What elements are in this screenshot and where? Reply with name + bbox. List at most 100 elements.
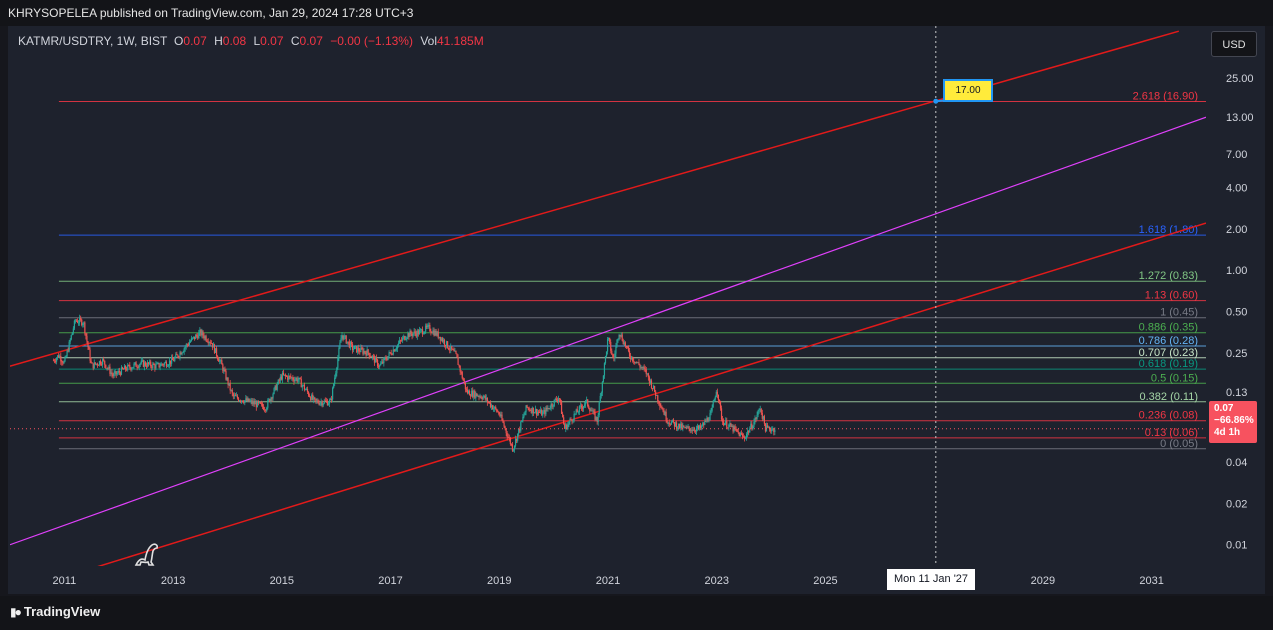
candle-body — [300, 378, 302, 388]
candle-body — [553, 399, 555, 407]
candle-body — [499, 414, 501, 417]
chart-overlays — [10, 26, 1206, 566]
candle-body — [110, 372, 112, 374]
candle-body — [65, 356, 67, 358]
candle-body — [603, 363, 606, 376]
candle-body — [758, 409, 760, 411]
currency-button[interactable]: USD — [1211, 31, 1257, 57]
candle-body — [332, 387, 334, 400]
upper-channel-line — [10, 30, 1180, 367]
candle-body — [595, 417, 597, 420]
candle-body — [771, 429, 773, 432]
candle-body — [472, 390, 474, 398]
candle-body — [751, 423, 753, 429]
candle-body — [651, 388, 654, 389]
candle-body — [444, 344, 447, 347]
candle-body — [503, 422, 505, 427]
chart-pane[interactable] — [8, 26, 1265, 594]
candle-body — [618, 334, 620, 339]
candle-body — [152, 363, 154, 368]
candle-body — [766, 425, 769, 428]
candle-body — [760, 409, 762, 414]
candle-body — [695, 428, 698, 432]
candle-body — [626, 346, 629, 348]
candle-body — [283, 374, 286, 376]
candle-body — [478, 396, 480, 398]
candle-body — [434, 330, 436, 336]
candle-body — [225, 371, 227, 380]
candle-body — [67, 350, 69, 352]
tradingview-logo[interactable]: ▮● TradingView — [10, 604, 100, 619]
candle-body — [235, 395, 238, 397]
candle-body — [505, 428, 507, 434]
candle-body — [487, 402, 489, 403]
symbol-name[interactable]: KATMR/USDTRY, 1W, BIST — [18, 34, 168, 48]
dinosaur-icon[interactable] — [133, 540, 161, 568]
candle-body — [426, 325, 428, 327]
candle-body — [518, 428, 520, 434]
candle-body — [738, 432, 740, 437]
candle-body — [74, 320, 77, 322]
candle-body — [613, 356, 615, 359]
candle-body — [344, 335, 346, 337]
candle-body — [340, 338, 342, 343]
candle-body — [186, 344, 188, 346]
candle-body — [53, 360, 56, 362]
candle-body — [199, 329, 201, 333]
candle-body — [382, 361, 384, 364]
candle-body — [70, 335, 72, 340]
candle-body — [266, 407, 268, 411]
candle-body — [156, 363, 158, 365]
candle-body — [691, 430, 693, 432]
candle-body — [625, 346, 627, 348]
candle-body — [593, 410, 595, 412]
price-tick-label: 0.01 — [1226, 540, 1247, 552]
candle-body — [349, 342, 351, 348]
candle-body — [410, 330, 412, 334]
last-price-label: 0.07 −66.86% 4d 1h — [1209, 401, 1257, 443]
change-value: −0.00 (−1.13%) — [330, 34, 413, 48]
candle-body — [744, 437, 747, 439]
candle-body — [126, 369, 128, 371]
candle-body — [746, 434, 748, 438]
candle-body — [142, 360, 144, 367]
candle-body — [684, 426, 686, 428]
lower-channel-line — [97, 222, 1206, 566]
candle-body — [671, 419, 673, 422]
candle-body — [127, 365, 129, 371]
target-callout[interactable]: 17.00 — [943, 79, 993, 102]
candle-body — [740, 433, 742, 435]
candle-body — [506, 433, 508, 438]
candle-body — [54, 361, 57, 363]
candle-body — [681, 423, 683, 429]
fib-level-label: 0 (0.05) — [1160, 438, 1198, 450]
candle-body — [601, 381, 603, 393]
candle-body — [132, 367, 134, 369]
candle-body — [428, 324, 430, 326]
price-tick-label: 0.04 — [1226, 457, 1247, 469]
candle-body — [414, 331, 416, 334]
candle-body — [351, 344, 354, 351]
candle-body — [394, 349, 396, 352]
candle-body — [205, 336, 207, 341]
candle-body — [59, 356, 61, 358]
candle-body — [172, 357, 174, 361]
candle-body — [726, 420, 728, 428]
footer-bar — [0, 596, 1273, 630]
candle-body — [568, 421, 570, 425]
candle-body — [418, 330, 420, 335]
candle-body — [579, 405, 581, 407]
candle-body — [393, 349, 395, 352]
candle-body — [135, 362, 137, 367]
candle-body — [646, 373, 648, 375]
candle-body — [557, 398, 560, 402]
candle-body — [678, 423, 680, 428]
candle-body — [575, 409, 577, 414]
candle-body — [388, 352, 390, 356]
candle-body — [125, 365, 127, 370]
candle-body — [755, 418, 757, 419]
candle-body — [297, 379, 299, 382]
candle-body — [175, 354, 177, 358]
candle-body — [534, 408, 537, 413]
